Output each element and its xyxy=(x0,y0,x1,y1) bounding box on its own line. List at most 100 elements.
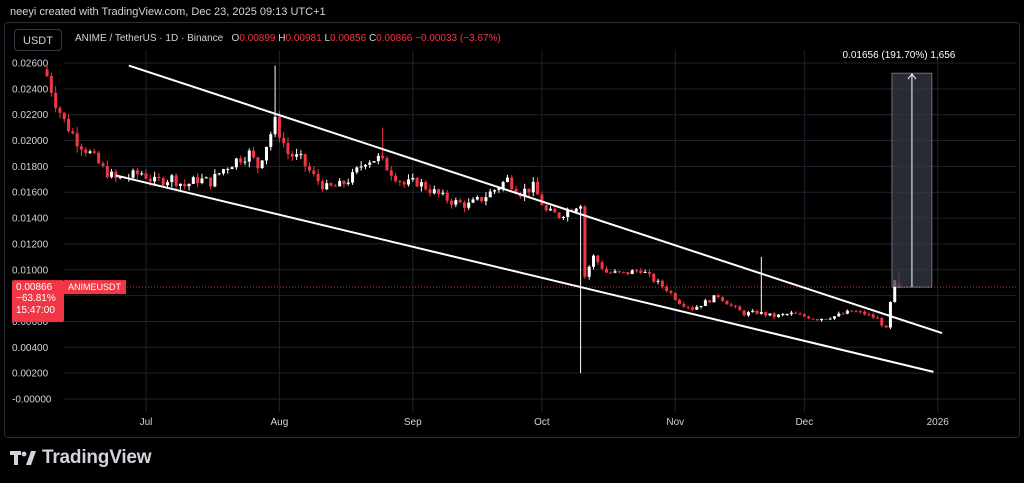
high-value: 0.00981 xyxy=(285,33,322,44)
candle-body xyxy=(105,165,109,178)
price-tag-symbol-box xyxy=(64,280,126,295)
y-tick-label: 0.00200 xyxy=(12,369,49,380)
x-tick-label: Jul xyxy=(140,417,153,428)
candle-body xyxy=(458,200,462,203)
price-tag: 0.00866 −63.81% 15:47:00 ANIMEUSDT xyxy=(12,280,126,323)
candle-body xyxy=(669,290,673,293)
candle-body xyxy=(768,313,772,316)
top-bar: neeyi created with TradingView.com, Dec … xyxy=(0,0,1024,22)
candle-body xyxy=(475,196,479,200)
candle-body xyxy=(432,189,436,194)
candle-body xyxy=(772,313,776,318)
candle-body xyxy=(273,116,277,135)
symbol-title: ANIME / TetherUS · 1D · Binance xyxy=(75,33,224,44)
candle-body xyxy=(604,268,608,273)
candle-body xyxy=(643,271,647,273)
candle-body xyxy=(626,272,630,275)
candle-body xyxy=(514,188,518,194)
candle-body xyxy=(841,313,845,315)
candle-body xyxy=(84,149,88,154)
candle-body xyxy=(445,192,449,201)
candle-body xyxy=(876,317,880,319)
candle-body xyxy=(832,316,836,319)
candle-body xyxy=(708,300,712,303)
candle-body xyxy=(355,167,359,173)
candle-body xyxy=(656,280,660,282)
candle-body xyxy=(759,312,763,314)
candle-body xyxy=(725,300,729,305)
measure-tool: 0.01656 (191.70%) 1,656 xyxy=(842,50,956,288)
high-label: H xyxy=(278,33,286,44)
candle-body xyxy=(600,262,604,269)
trendline-upper xyxy=(128,64,943,335)
candle-body xyxy=(596,255,600,263)
candle-body xyxy=(630,270,634,275)
candle-body xyxy=(824,318,828,320)
candle-body xyxy=(544,205,548,211)
candle-body xyxy=(682,304,686,307)
candle-body xyxy=(333,185,337,187)
candle-body xyxy=(114,171,118,179)
y-tick-label: 0.01000 xyxy=(12,265,49,276)
chart-frame[interactable]: USDT ANIME / TetherUS · 1D · Binance O0.… xyxy=(4,22,1020,438)
candle-body xyxy=(161,178,165,186)
candle-body xyxy=(540,194,544,206)
candle-body xyxy=(699,305,703,307)
candle-body xyxy=(441,192,445,194)
candle-body xyxy=(415,177,419,187)
candle-body xyxy=(359,166,363,168)
y-tick-label: 0.01600 xyxy=(12,188,49,199)
y-tick-label: 0.02200 xyxy=(12,110,49,121)
candle-body xyxy=(561,217,565,219)
candle-body xyxy=(802,314,806,317)
candle-body xyxy=(166,182,170,186)
candle-body xyxy=(329,183,333,186)
price-tag-box xyxy=(12,280,64,323)
candle-body xyxy=(346,182,350,184)
candle-body xyxy=(742,310,746,316)
candle-body xyxy=(398,181,402,183)
candle-body xyxy=(888,302,892,328)
candle-body xyxy=(505,177,509,183)
candle-body xyxy=(639,270,643,273)
candle-body xyxy=(557,212,561,218)
candle-body xyxy=(269,134,273,147)
candle-body xyxy=(678,299,682,305)
candle-body xyxy=(71,131,75,134)
candle-body xyxy=(187,183,191,187)
candle-body xyxy=(729,304,733,306)
candle-body xyxy=(320,181,324,190)
candle-body xyxy=(703,300,707,306)
candle-body xyxy=(716,295,720,298)
candle-body xyxy=(247,150,251,162)
y-tick-label: 0.00400 xyxy=(12,343,49,354)
currency-button[interactable]: USDT xyxy=(14,29,62,51)
candle-body xyxy=(553,208,557,213)
candle-body xyxy=(815,319,819,321)
candle-body xyxy=(712,295,716,303)
y-tick-label: 0.01200 xyxy=(12,239,49,250)
candle-body xyxy=(647,271,651,274)
x-tick-label: Aug xyxy=(270,417,288,428)
candle-body xyxy=(406,179,410,185)
candle-body xyxy=(462,202,466,208)
candle-body xyxy=(92,151,96,153)
candle-body xyxy=(609,272,613,274)
x-tick-label: 2026 xyxy=(927,417,950,428)
symbol-legend: ANIME / TetherUS · 1D · Binance O0.00899… xyxy=(75,33,501,44)
candle-body xyxy=(191,177,195,184)
candle-body xyxy=(863,311,867,315)
candle-body xyxy=(62,112,66,119)
candle-body xyxy=(850,310,854,312)
candle-body xyxy=(484,197,488,202)
brand-name: TradingView xyxy=(42,447,152,468)
candles xyxy=(45,64,901,374)
candle-body xyxy=(493,190,497,192)
candle-body xyxy=(781,314,785,316)
candle-body xyxy=(450,200,454,205)
candle-body xyxy=(282,137,286,144)
trendlines xyxy=(115,64,943,373)
tradingview-logo[interactable]: TradingView xyxy=(10,447,152,469)
candle-body xyxy=(295,154,299,157)
